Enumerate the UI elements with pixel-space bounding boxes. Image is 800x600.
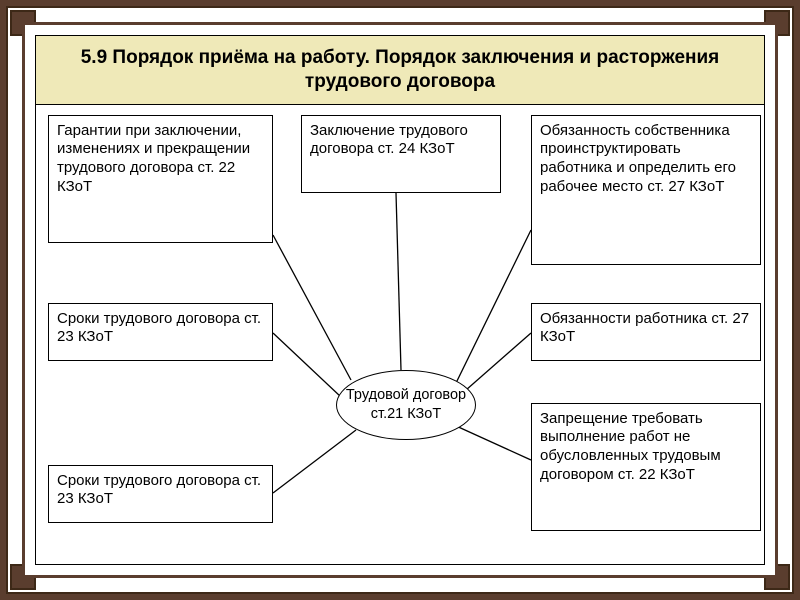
diagram-area: Трудовой договор ст.21 КЗоТ Гарантии при … — [36, 105, 764, 567]
slide-content: 5.9 Порядок приёма на работу. Порядок за… — [35, 35, 765, 565]
diagram-node: Запрещение требовать выполнение работ не… — [531, 403, 761, 531]
center-node: Трудовой договор ст.21 КЗоТ — [336, 370, 476, 440]
diagram-node: Гарантии при заключении, изменениях и пр… — [48, 115, 273, 243]
diagram-node: Обязанность собственника проинструктиров… — [531, 115, 761, 265]
inner-frame: 5.9 Порядок приёма на работу. Порядок за… — [22, 22, 778, 578]
diagram-node: Заключение трудового договора ст. 24 КЗо… — [301, 115, 501, 193]
outer-frame: 5.9 Порядок приёма на работу. Порядок за… — [6, 6, 794, 594]
slide-title: 5.9 Порядок приёма на работу. Порядок за… — [36, 36, 764, 105]
diagram-node: Сроки трудового договора ст. 23 КЗоТ — [48, 303, 273, 361]
diagram-node: Сроки трудового договора ст. 23 КЗоТ — [48, 465, 273, 523]
diagram-node: Обязанности работника ст. 27 КЗоТ — [531, 303, 761, 361]
